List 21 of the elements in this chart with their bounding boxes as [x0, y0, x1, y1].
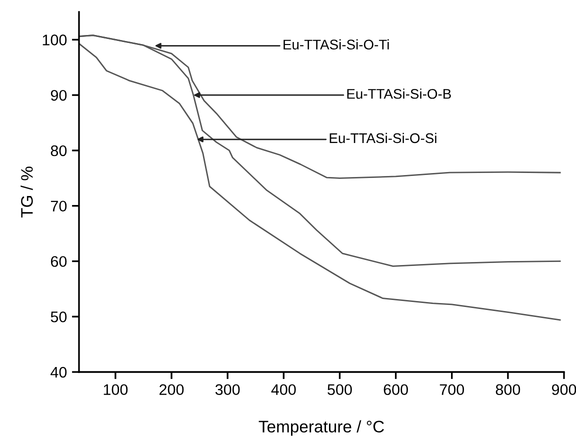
y-tick-label: 100 [42, 34, 67, 46]
x-tick-label: 600 [384, 384, 408, 396]
x-tick-label: 500 [328, 384, 352, 396]
y-tick-label: 70 [50, 200, 67, 212]
x-tick-label: 100 [104, 384, 128, 396]
x-tick-label: 200 [160, 384, 184, 396]
x-tick-label: 700 [440, 384, 464, 396]
y-tick-label: 40 [50, 366, 67, 378]
annotation: Eu-TTASi-Si-O-Si [330, 132, 436, 144]
annotation: Eu-TTASi-Si-O-Ti [284, 39, 389, 50]
x-tick-label: 400 [271, 384, 296, 396]
y-tick-label: 60 [50, 256, 67, 267]
x-tick-label: 300 [215, 384, 240, 396]
y-axis-title: TG / % [20, 166, 33, 218]
y-tick-label: 90 [50, 90, 67, 101]
y-tick-label: 80 [50, 145, 67, 156]
x-tick-label: 800 [496, 384, 520, 396]
annotation: Eu-TTASi-Si-O-B [347, 88, 451, 99]
x-tick-label: 900 [552, 384, 576, 396]
x-axis-title: Temperature / °C [258, 420, 384, 436]
y-tick-label: 50 [50, 311, 67, 322]
